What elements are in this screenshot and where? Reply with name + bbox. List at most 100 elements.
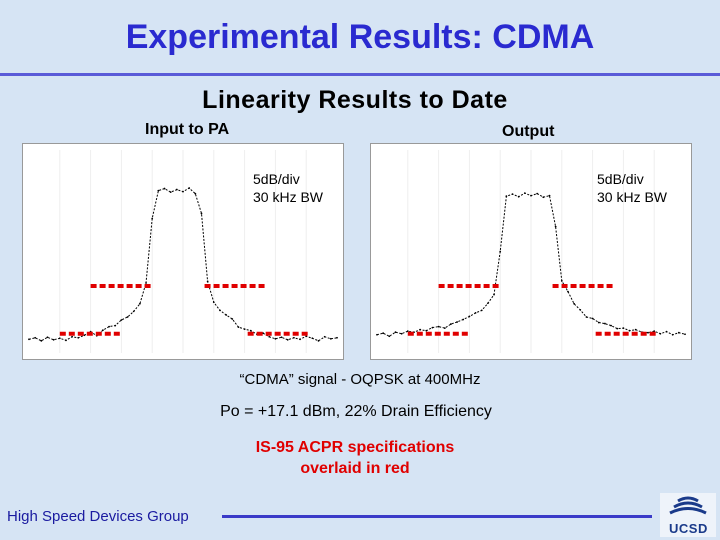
output-scale-bw: 30 kHz BW (597, 189, 668, 205)
spectrum-point (132, 310, 135, 313)
spectrum-point (388, 335, 391, 338)
output-spectrum-svg (376, 150, 686, 353)
spectrum-point (120, 319, 123, 321)
spectrum-point (610, 324, 612, 327)
ucsd-logo (660, 493, 716, 537)
spec-note-line-1: IS-95 ACPR specifications (255, 439, 455, 456)
spec-note: IS-95 ACPR specifications overlaid in re… (0, 437, 710, 479)
spectrum-point (677, 331, 680, 334)
spectrum-point (462, 318, 465, 321)
spectrum-point (231, 318, 234, 320)
spectrum-point (622, 327, 625, 330)
input-scale-db: 5dB/div (253, 171, 300, 187)
spectrum-point (468, 315, 471, 318)
spectrum-point (169, 191, 172, 194)
spec-note-line-2: overlaid in red (300, 460, 410, 477)
performance-line: Po = +17.1 dBm, 22% Drain Efficiency (220, 403, 492, 420)
spectrum-point (163, 187, 166, 190)
spectrum-point (480, 309, 483, 312)
spectrum-point (486, 302, 489, 305)
spectrum-point (517, 195, 520, 198)
spectrum-point (34, 336, 37, 339)
spectrum-point (114, 324, 117, 327)
spectrum-point (336, 336, 338, 339)
spectrum-point (329, 337, 332, 340)
spectrum-point (579, 308, 582, 311)
spectrum-point (585, 316, 588, 318)
spectrum-point (419, 328, 422, 331)
spectrum-point (474, 312, 477, 314)
spectrum-point (194, 192, 197, 195)
footer-group-name: High Speed Devices Group (7, 508, 189, 525)
spectrum-point (102, 329, 104, 332)
spectrum-point (323, 335, 326, 338)
spectrum-point (200, 212, 203, 215)
spectrum-point (653, 330, 656, 333)
spectrum-point (567, 290, 569, 293)
spectrum-point (425, 329, 428, 332)
output-spectrum-plot (370, 143, 692, 360)
output-scale-db: 5dB/div (597, 171, 644, 187)
spectrum-point (40, 339, 43, 342)
spectrum-point (126, 316, 129, 318)
spectrum-point (536, 192, 539, 195)
spectrum-point (597, 321, 600, 324)
spectrum-point (46, 336, 49, 339)
spectrum-point (58, 337, 61, 340)
ucsd-logo-text: UCSD (669, 521, 708, 536)
input-spectrum-plot (22, 143, 344, 360)
spectrum-point (83, 334, 86, 337)
spectrum-point (237, 326, 240, 329)
spectrum-point (299, 338, 301, 341)
spectrum-point (206, 280, 209, 283)
spectrum-point (542, 196, 545, 199)
spectrum-point (394, 331, 397, 334)
ucsd-logo-mark (669, 496, 707, 515)
spectrum-point (437, 325, 440, 328)
spectrum-point (634, 328, 637, 331)
spectrum-point (52, 338, 55, 341)
spectrum-point (431, 326, 434, 329)
slide-title: Experimental Results: CDMA (125, 18, 595, 56)
input-scale-bw: 30 kHz BW (253, 189, 324, 205)
spectrum-point (286, 338, 289, 341)
spectrum-point (523, 192, 526, 195)
spectrum-point (138, 302, 141, 305)
spectrum-point (225, 314, 228, 316)
spectrum-point (28, 338, 30, 341)
input-scale-note: 5dB/div 30 kHz BW (253, 170, 323, 206)
spectrum-point (311, 337, 314, 340)
spectrum-point (548, 194, 551, 197)
spectrum-point (65, 339, 67, 342)
spectrum-point (108, 325, 110, 328)
footer-divider (222, 515, 652, 518)
spectrum-point (71, 335, 74, 338)
spectrum-point (77, 336, 80, 339)
signal-caption: “CDMA” signal - OQPSK at 400MHz (239, 371, 481, 388)
spectrum-point (573, 302, 576, 305)
spectrum-point (616, 327, 619, 330)
spectrum-point (274, 337, 277, 340)
spectrum-point (628, 329, 631, 332)
spectrum-point (659, 332, 662, 335)
spectrum-point (305, 335, 308, 338)
spectrum-point (400, 332, 403, 335)
spectrum-point (188, 187, 191, 189)
spectrum-point (182, 190, 184, 193)
spectrum-point (671, 333, 674, 336)
spectrum-point (560, 280, 563, 282)
title-divider (0, 73, 720, 76)
spectrum-point (249, 329, 252, 332)
spectrum-point (456, 321, 458, 323)
spectrum-point (151, 217, 154, 220)
spectrum-point (604, 322, 606, 325)
spectrum-point (554, 225, 557, 228)
spectrum-point (382, 332, 385, 335)
spectrum-point (175, 188, 178, 191)
spectrum-point (219, 309, 221, 312)
spectrum-point (530, 194, 532, 197)
spectrum-point (443, 327, 446, 330)
spectrum-point (493, 293, 495, 296)
spectrum-point (157, 189, 160, 192)
spectrum-point (450, 323, 452, 325)
